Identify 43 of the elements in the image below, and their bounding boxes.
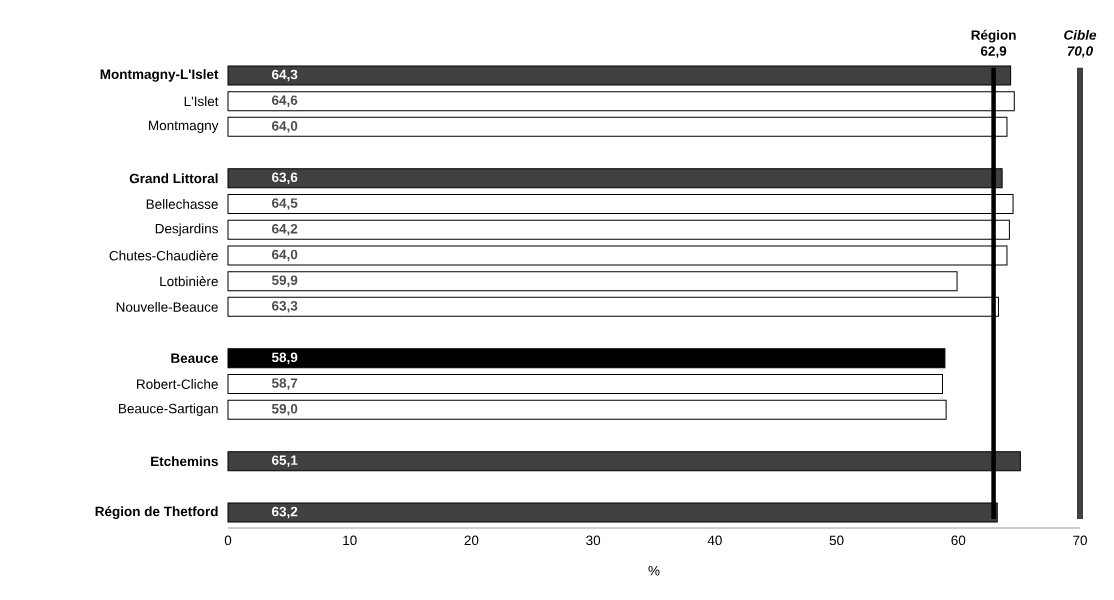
data-label: 64,0 <box>272 121 298 133</box>
x-tick-label: 30 <box>586 535 601 546</box>
ref-line-label: Région 62,9 <box>971 29 1016 58</box>
data-label: 63,3 <box>272 301 298 313</box>
y-tick-label: Bellechasse <box>146 199 218 209</box>
data-label: 63,6 <box>272 172 298 185</box>
x-tick-label: 20 <box>464 535 479 546</box>
y-tick-label: Montmagny-L'Islet <box>100 69 219 82</box>
ref-line-label: Cible 70,0 <box>1064 29 1097 58</box>
x-tick-label: 70 <box>1073 535 1087 546</box>
y-tick-label: Etchemins <box>151 456 218 467</box>
bar <box>227 374 943 394</box>
data-label: 58,7 <box>271 378 298 390</box>
x-axis-title: % <box>648 565 660 576</box>
y-tick-label: Grand Littoral <box>129 173 218 184</box>
data-label: 59,0 <box>271 403 298 416</box>
data-label: 59,9 <box>271 275 298 287</box>
data-label: 58,9 <box>271 352 298 365</box>
y-tick-label: L'Islet <box>184 96 219 107</box>
y-tick-label: Montmagny <box>149 120 219 133</box>
data-label: 64,2 <box>272 223 298 236</box>
bar <box>227 348 946 369</box>
bar <box>227 399 947 420</box>
data-label: 64,3 <box>272 69 298 82</box>
x-tick-label: 60 <box>951 535 966 546</box>
y-tick-label: Robert-Cliche <box>137 379 218 389</box>
data-label: 65,1 <box>272 455 298 467</box>
x-tick-label: 10 <box>343 535 357 546</box>
data-label: 63,2 <box>272 506 298 519</box>
y-tick-label: Desjardins <box>155 223 218 237</box>
data-label: 64,0 <box>272 249 298 262</box>
y-tick-label: Région de Thetford <box>95 506 218 519</box>
y-tick-label: Nouvelle-Beauce <box>116 301 218 312</box>
y-tick-label: Chutes-Chaudière <box>109 250 218 261</box>
x-tick-label: 0 <box>224 535 232 546</box>
data-label: 64,5 <box>272 198 298 210</box>
y-tick-label: Lotbinière <box>160 276 218 287</box>
y-tick-label: Beauce <box>171 353 218 363</box>
bar <box>227 271 958 292</box>
x-tick-label: 50 <box>829 535 844 546</box>
y-tick-label: Beauce-Sartigan <box>119 403 218 417</box>
x-tick-label: 40 <box>707 535 722 546</box>
data-label: 64,6 <box>272 95 298 107</box>
